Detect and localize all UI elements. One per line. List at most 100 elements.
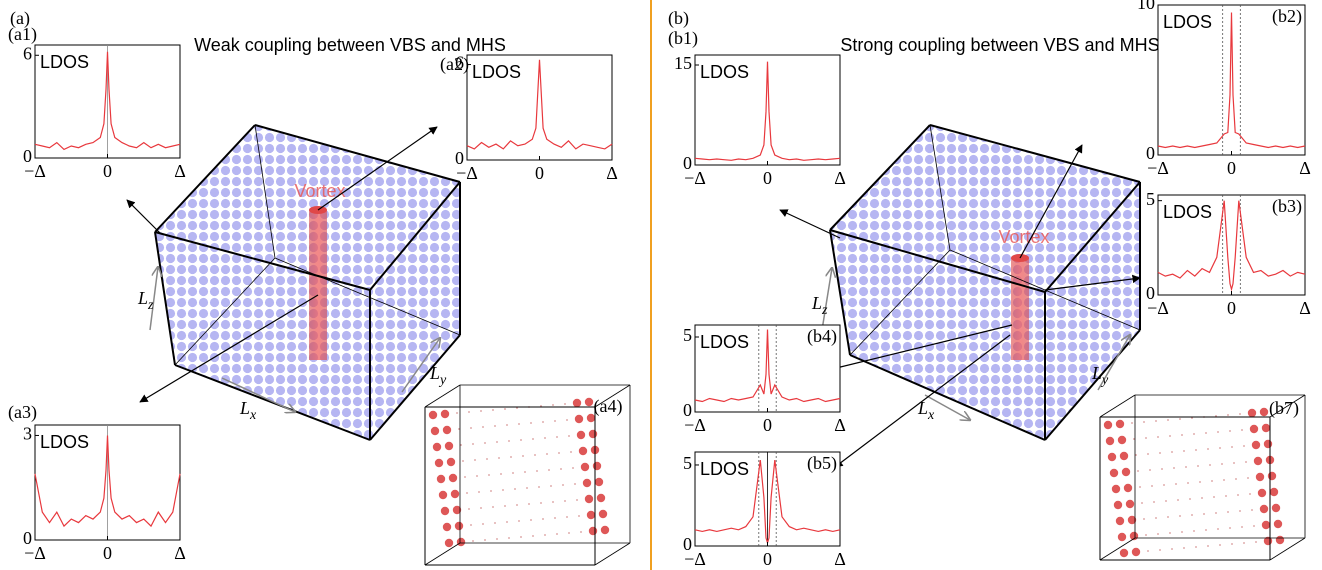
y-tick-label: 15: [674, 53, 692, 73]
state-dot: [580, 531, 582, 533]
pointer-arrow: [834, 334, 1011, 468]
state-dot: [554, 420, 556, 422]
state-dot: [1115, 419, 1125, 429]
axis-symbol: L: [429, 363, 440, 383]
state-dot: [1205, 529, 1207, 531]
state-dot: [486, 458, 488, 460]
pointer-arrow: [779, 209, 841, 239]
state-dot: [482, 426, 484, 428]
state-dot: [552, 501, 554, 503]
ldos-curve: [694, 329, 841, 403]
state-dot: [470, 524, 472, 526]
state-dot: [1117, 435, 1127, 445]
state-dot: [542, 518, 544, 520]
state-dot: [470, 427, 472, 429]
state-dot: [1131, 547, 1141, 557]
x-tick-label: −Δ: [684, 168, 706, 188]
y-tick-label: 5: [1146, 189, 1155, 209]
y-tick-label: 10: [1137, 0, 1155, 13]
state-dot: [1245, 461, 1247, 463]
state-dot: [518, 423, 520, 425]
state-dot: [572, 398, 582, 408]
state-dot: [1269, 487, 1279, 497]
state-dot: [1217, 528, 1219, 530]
state-dot: [1231, 446, 1233, 448]
state-dot: [444, 538, 454, 548]
state-dot: [600, 525, 610, 535]
state-dot: [504, 505, 506, 507]
small-cube-edge: [424, 384, 461, 408]
state-dot: [526, 487, 528, 489]
state-dot: [1241, 429, 1243, 431]
state-dot: [1193, 433, 1195, 435]
vortex-label: Vortex: [294, 181, 345, 201]
state-dot: [1223, 479, 1225, 481]
vortex-tube: [309, 210, 327, 360]
inset-ylabel: LDOS: [1163, 202, 1212, 222]
state-dot: [546, 453, 548, 455]
state-dot: [1209, 464, 1211, 466]
state-dot: [1273, 519, 1283, 529]
inset-ylabel: LDOS: [40, 52, 89, 72]
y-tick-label: 0: [23, 528, 32, 548]
state-dot: [508, 440, 510, 442]
state-dot: [452, 505, 462, 515]
x-tick-label: 0: [535, 163, 544, 183]
state-dot: [1161, 468, 1163, 470]
state-dot: [1103, 420, 1113, 430]
inset-label: (b4): [807, 326, 837, 347]
ldos-curve: [466, 59, 613, 150]
inset-label: (b5): [807, 453, 837, 474]
state-dot: [1247, 408, 1257, 418]
state-dot: [502, 489, 504, 491]
state-dot: [1187, 482, 1189, 484]
y-tick-label: 6: [23, 43, 32, 63]
axis-subscript: y: [438, 373, 447, 388]
x-tick-label: −Δ: [1147, 298, 1169, 318]
state-dot: [1151, 485, 1153, 487]
y-tick-label: 0: [683, 153, 692, 173]
state-dot: [480, 507, 482, 509]
state-dot: [1149, 469, 1151, 471]
state-dot: [1207, 448, 1209, 450]
state-dot: [1169, 532, 1171, 534]
state-dot: [1157, 533, 1159, 535]
state-dot: [456, 412, 458, 414]
small-cube-edge: [1269, 394, 1306, 418]
state-dot: [570, 451, 572, 453]
state-dot: [586, 413, 596, 423]
x-tick-label: 0: [1227, 298, 1236, 318]
axis-label: Lx: [917, 398, 935, 423]
x-tick-label: Δ: [834, 549, 846, 569]
state-dot: [1135, 454, 1137, 456]
cube-edge: [829, 229, 851, 356]
state-dot: [532, 535, 534, 537]
state-dot: [1275, 535, 1285, 545]
lattice-face: [155, 125, 460, 290]
state-dot: [434, 458, 444, 468]
y-tick-label: 0: [683, 534, 692, 554]
state-dot: [550, 485, 552, 487]
small-cube-edge: [594, 542, 631, 566]
state-dot: [1167, 516, 1169, 518]
state-dot: [1115, 516, 1125, 526]
state-dot: [568, 532, 570, 534]
state-dot: [498, 457, 500, 459]
state-dot: [1147, 550, 1149, 552]
state-dot: [1221, 463, 1223, 465]
state-dot: [1271, 503, 1281, 513]
cube-edge: [829, 229, 1046, 293]
axis-symbol: L: [811, 293, 822, 313]
state-dot: [462, 460, 464, 462]
y-tick-label: 0: [1146, 283, 1155, 303]
state-dot: [1213, 496, 1215, 498]
inset-label: (b3): [1272, 196, 1302, 217]
state-dot: [468, 411, 470, 413]
small-cube-edge: [1269, 537, 1306, 561]
vortex-label: Vortex: [998, 227, 1049, 247]
panel-title: Strong coupling between VBS and MHS: [840, 35, 1159, 55]
cube-edge: [154, 124, 256, 233]
state-dot: [1159, 452, 1161, 454]
cube-edge: [849, 249, 951, 356]
state-dot: [500, 473, 502, 475]
